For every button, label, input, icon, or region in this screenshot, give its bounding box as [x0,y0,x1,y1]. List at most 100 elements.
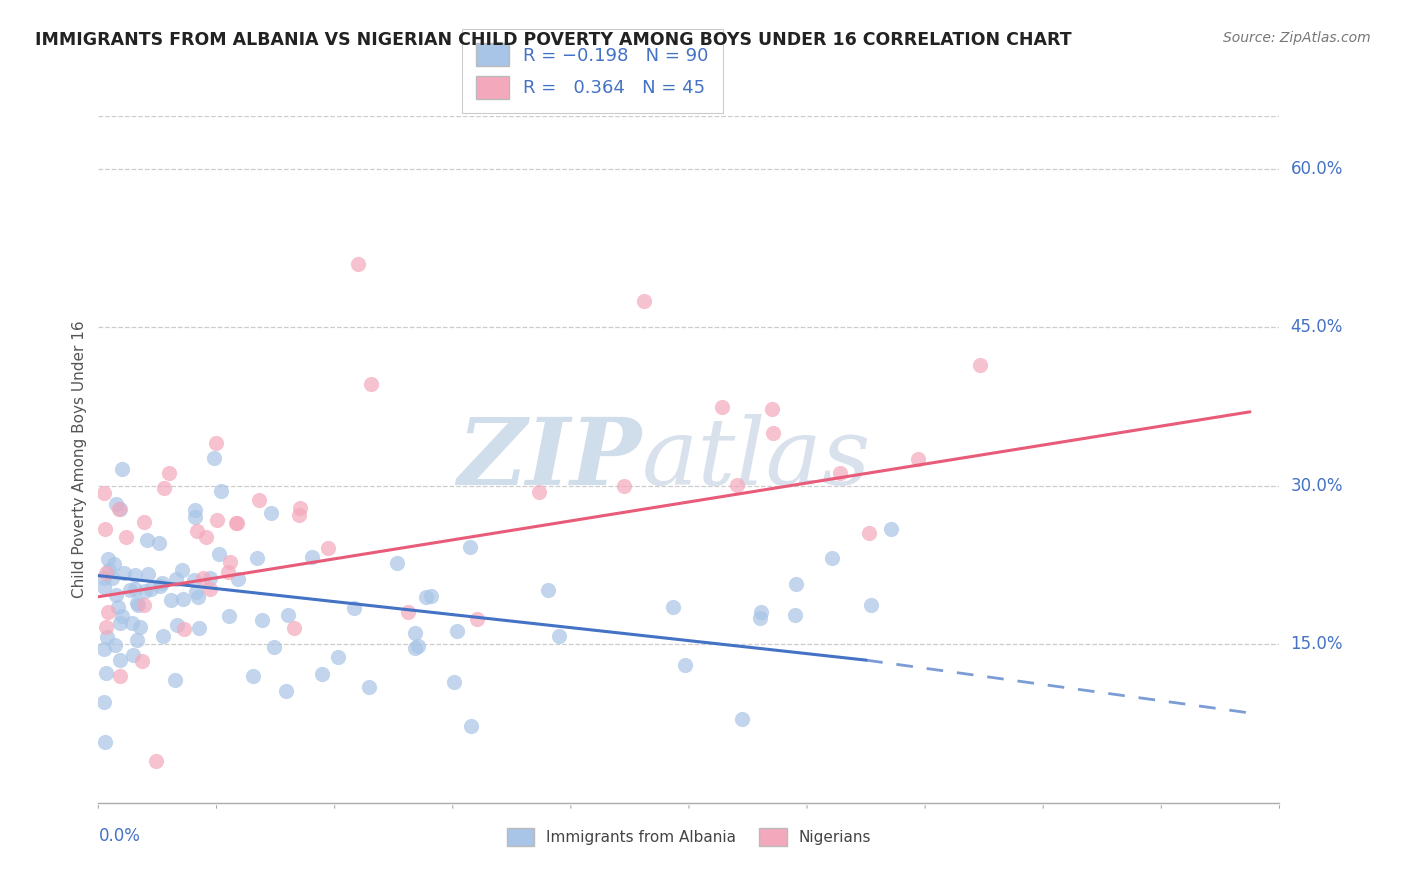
Point [404,641,426,656]
Point [288,508,311,523]
Point [107,599,129,614]
Point [187,591,209,605]
Point [260,506,283,520]
Point [184,585,207,599]
Point [326,650,349,665]
Point [148,536,170,550]
Point [93,641,115,656]
Point [250,613,273,627]
Point [93,580,115,594]
Point [124,582,146,596]
Point [218,609,240,624]
Point [160,593,183,607]
Point [415,590,437,604]
Point [111,608,134,623]
Point [633,293,655,308]
Point [105,588,128,602]
Point [165,572,187,586]
Point [301,549,323,564]
Point [186,524,208,538]
Point [202,451,225,466]
Point [188,621,211,635]
Point [443,675,465,690]
Point [830,467,852,481]
Point [458,541,481,555]
Point [103,557,125,571]
Point [96,630,118,644]
Point [205,513,228,527]
Point [124,568,146,582]
Point [385,557,408,571]
Point [145,754,167,768]
Point [194,531,217,545]
Point [115,530,138,544]
Point [860,598,883,612]
Point [242,669,264,683]
Point [136,567,159,582]
Point [125,633,148,648]
Point [94,620,117,634]
Point [420,589,443,603]
Point [198,571,221,585]
Point [96,605,118,619]
Text: IMMIGRANTS FROM ALBANIA VS NIGERIAN CHILD POVERTY AMONG BOYS UNDER 16 CORRELATIO: IMMIGRANTS FROM ALBANIA VS NIGERIAN CHIL… [35,31,1071,49]
Point [283,621,305,635]
Point [820,550,842,565]
Point [749,610,772,624]
Point [183,574,205,588]
Point [209,484,232,499]
Point [907,452,929,467]
Point [94,522,117,536]
Point [247,492,270,507]
Point [129,620,152,634]
Point [184,510,207,524]
Point [396,605,419,619]
Point [311,667,333,681]
Point [110,461,132,475]
Point [725,478,748,492]
Point [208,547,231,561]
Point [94,666,117,681]
Point [153,481,176,495]
Point [134,599,156,613]
Point [166,618,188,632]
Point [969,359,991,373]
Point [880,522,903,536]
Point [93,695,115,709]
Point [762,425,785,440]
Point [465,612,488,626]
Point [761,401,783,416]
Point [613,479,636,493]
Point [120,583,142,598]
Y-axis label: Child Poverty Among Boys Under 16: Child Poverty Among Boys Under 16 [72,320,87,599]
Point [94,734,117,748]
Point [157,466,180,480]
Point [226,516,249,530]
Point [785,577,807,591]
Point [98,563,121,577]
Text: 30.0%: 30.0% [1291,477,1343,495]
Point [108,668,131,682]
Point [290,501,312,516]
Point [149,578,172,592]
Point [150,575,173,590]
Point [122,648,145,662]
Point [101,571,124,585]
Text: 15.0%: 15.0% [1291,635,1343,653]
Point [225,516,247,531]
Point [165,673,187,687]
Legend: Immigrants from Albania, Nigerians: Immigrants from Albania, Nigerians [499,821,879,854]
Text: 0.0%: 0.0% [98,827,141,845]
Point [673,657,696,672]
Point [107,501,129,516]
Point [548,629,571,643]
Point [263,640,285,655]
Point [139,582,162,597]
Point [108,615,131,630]
Text: 45.0%: 45.0% [1291,318,1343,336]
Point [219,555,242,569]
Point [125,596,148,610]
Point [661,599,683,614]
Point [217,565,239,579]
Text: ZIP: ZIP [457,415,641,504]
